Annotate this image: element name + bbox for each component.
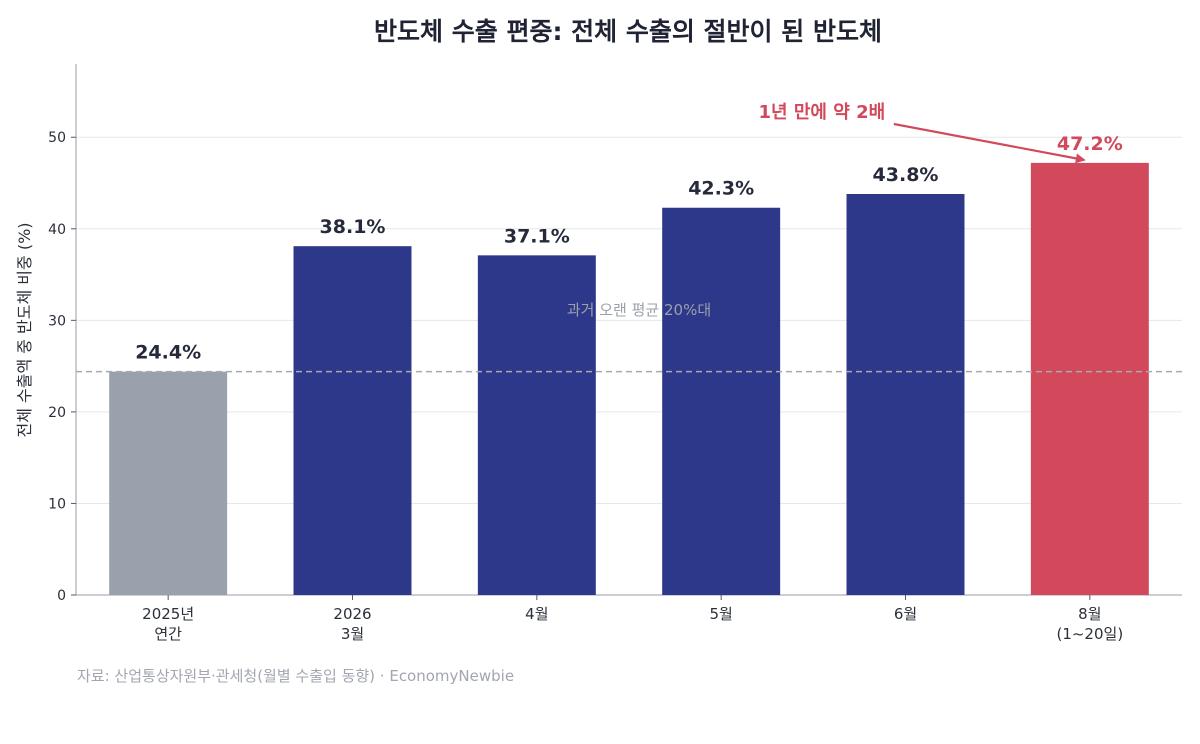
- x-tick-label: (1~20일): [1056, 625, 1123, 643]
- data-label: 47.2%: [1057, 133, 1123, 155]
- y-tick-label: 30: [48, 313, 66, 329]
- y-tick-label: 0: [57, 588, 66, 604]
- y-tick-label: 40: [48, 222, 66, 238]
- x-tick-label: 3월: [341, 625, 364, 643]
- bar: [293, 246, 412, 595]
- data-label: 42.3%: [688, 178, 754, 200]
- chart-title: 반도체 수출 편중: 전체 수출의 절반이 된 반도체: [374, 17, 882, 46]
- annotation-arrow: [893, 122, 1086, 164]
- axes: [75, 64, 1182, 596]
- x-tick-label: 8월: [1078, 605, 1101, 623]
- x-tick-label: 2026: [333, 605, 371, 623]
- bar: [1030, 162, 1149, 595]
- y-tick-labels: 0 10 20 30 40 50: [48, 130, 76, 604]
- x-tick-label: 5월: [709, 605, 732, 623]
- bars: [109, 162, 1149, 595]
- annotation-group: 1년 만에 약 2배: [759, 101, 1086, 164]
- data-label: 24.4%: [135, 342, 201, 364]
- bar: [109, 371, 228, 595]
- x-tick-label: 4월: [525, 605, 548, 623]
- y-gridlines: [76, 136, 1182, 504]
- x-tick-label: 6월: [894, 605, 917, 623]
- data-label: 37.1%: [504, 225, 570, 247]
- y-tick-label: 10: [48, 496, 66, 512]
- y-tick-label: 20: [48, 405, 66, 421]
- data-label: 38.1%: [320, 216, 386, 238]
- annotation-text: 1년 만에 약 2배: [759, 101, 886, 123]
- bar: [477, 255, 596, 595]
- y-tick-label: 50: [48, 130, 66, 146]
- x-tick-label: 연간: [154, 625, 182, 643]
- bar: [846, 194, 965, 595]
- bar: [662, 207, 781, 595]
- y-axis-label: 전체 수출액 중 반도체 비중 (%): [15, 222, 34, 437]
- data-label: 43.8%: [873, 164, 939, 186]
- reference-line-label: 과거 오랜 평균 20%대: [567, 301, 711, 319]
- source-note: 자료: 산업통상자원부·관세청(월별 수출입 동향) · EconomyNewb…: [77, 667, 514, 685]
- x-tick-label: 2025년: [142, 605, 194, 623]
- data-labels: 24.4% 38.1% 37.1% 42.3% 43.8% 47.2%: [135, 133, 1123, 364]
- reference-line-group: 과거 오랜 평균 20%대: [76, 301, 1182, 373]
